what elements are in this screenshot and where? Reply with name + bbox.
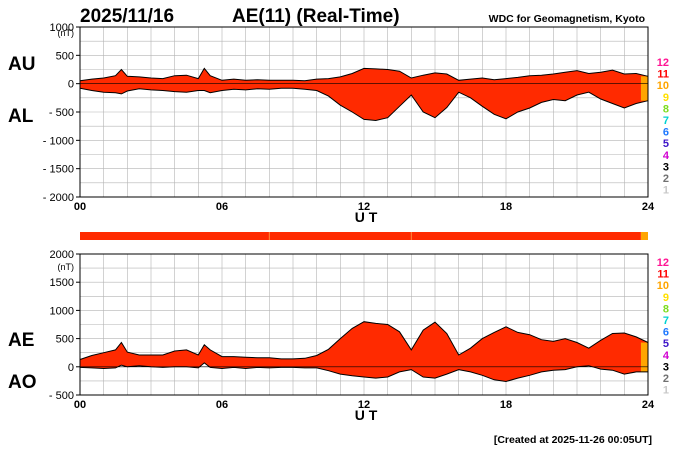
panel2-y-tick-label: 1000 <box>50 305 74 317</box>
panel2-station-legend-label: 6 <box>663 327 669 339</box>
panel2-station-legend-label: 11 <box>657 269 669 281</box>
panel2-station-legend-label: 1 <box>663 385 669 397</box>
panel1-y-tick-label: 1000 <box>50 22 74 34</box>
panel1-station-legend-label: 2 <box>663 173 669 185</box>
panel1-station-legend-label: 4 <box>663 150 670 162</box>
panel1-x-tick-label: 12 <box>358 201 370 213</box>
panel1-range-area <box>80 68 648 120</box>
panel1-station-legend-label: 7 <box>663 115 669 127</box>
chart-title: AE(11) (Real-Time) <box>232 6 400 27</box>
panel2-station-legend-label: 2 <box>663 373 669 385</box>
source-label: WDC for Geomagnetism, Kyoto <box>489 13 645 25</box>
ao-label: AO <box>8 372 37 393</box>
panel1-x-tick-label: 18 <box>500 201 512 213</box>
panel1-x-tick-label: 00 <box>74 201 86 213</box>
panel1-y-tick-label: - 1000 <box>43 135 74 147</box>
au-label: AU <box>8 54 35 75</box>
panel1-y-tick-label: - 2000 <box>43 192 74 204</box>
panel2-x-tick-label: 12 <box>358 399 370 411</box>
panel2-tail-area <box>641 343 648 372</box>
created-timestamp: [Created at 2025-11-26 00:05UT] <box>494 434 652 446</box>
panel1-x-tick-label: 24 <box>642 201 655 213</box>
panel2-station-legend-label: 4 <box>663 350 670 362</box>
panel2-x-tick-label: 00 <box>74 399 86 411</box>
panel2-x-tick-label: 24 <box>642 399 655 411</box>
panel2-y-tick-label: 0 <box>68 362 74 374</box>
panel1-station-legend-label: 9 <box>663 92 669 104</box>
panel2-station-legend-label: 9 <box>663 292 669 304</box>
panel2-y-tick-label: 1500 <box>50 277 74 289</box>
panel1-station-legend-label: 5 <box>663 138 669 150</box>
panel1-station-legend-label: 3 <box>663 161 669 173</box>
panel2-range-area <box>80 322 648 382</box>
panel2-y-tick-label: 500 <box>56 334 74 346</box>
panel1-y-tick-label: 500 <box>56 50 74 62</box>
panel2-y-tick-label: 2000 <box>50 249 74 261</box>
panel1-station-legend-label: 10 <box>657 80 669 92</box>
panel2-station-legend-label: 10 <box>657 280 669 292</box>
panel1-station-legend-label: 6 <box>663 127 669 139</box>
coverage-bar-segment <box>80 232 641 240</box>
date-label: 2025/11/16 <box>80 6 174 27</box>
panel2-station-legend-label: 8 <box>663 303 669 315</box>
bottom-unit-label: (nT) <box>58 262 75 272</box>
panel2-x-tick-label: 06 <box>216 399 228 411</box>
panel1-station-legend-label: 11 <box>657 69 669 81</box>
panel2-station-legend-label: 12 <box>657 257 669 269</box>
panel1-tail-area <box>641 76 648 100</box>
panel2-station-legend-label: 3 <box>663 361 669 373</box>
al-label: AL <box>8 106 34 127</box>
panel1-y-tick-label: - 1500 <box>43 164 74 176</box>
coverage-bar-segment <box>641 232 648 240</box>
panel1-x-tick-label: 06 <box>216 201 228 213</box>
panel1-station-legend-label: 12 <box>657 57 669 69</box>
panel2-station-legend-label: 7 <box>663 315 669 327</box>
panel2-station-legend-label: 5 <box>663 338 669 350</box>
panel1-y-tick-label: 0 <box>68 79 74 91</box>
ae-label: AE <box>8 330 34 351</box>
panel1-y-tick-label: - 500 <box>49 107 74 119</box>
panel1-station-legend-label: 1 <box>663 185 669 197</box>
panel2-y-tick-label: - 500 <box>49 390 74 402</box>
panel1-station-legend-label: 8 <box>663 103 669 115</box>
panel2-x-tick-label: 18 <box>500 399 512 411</box>
